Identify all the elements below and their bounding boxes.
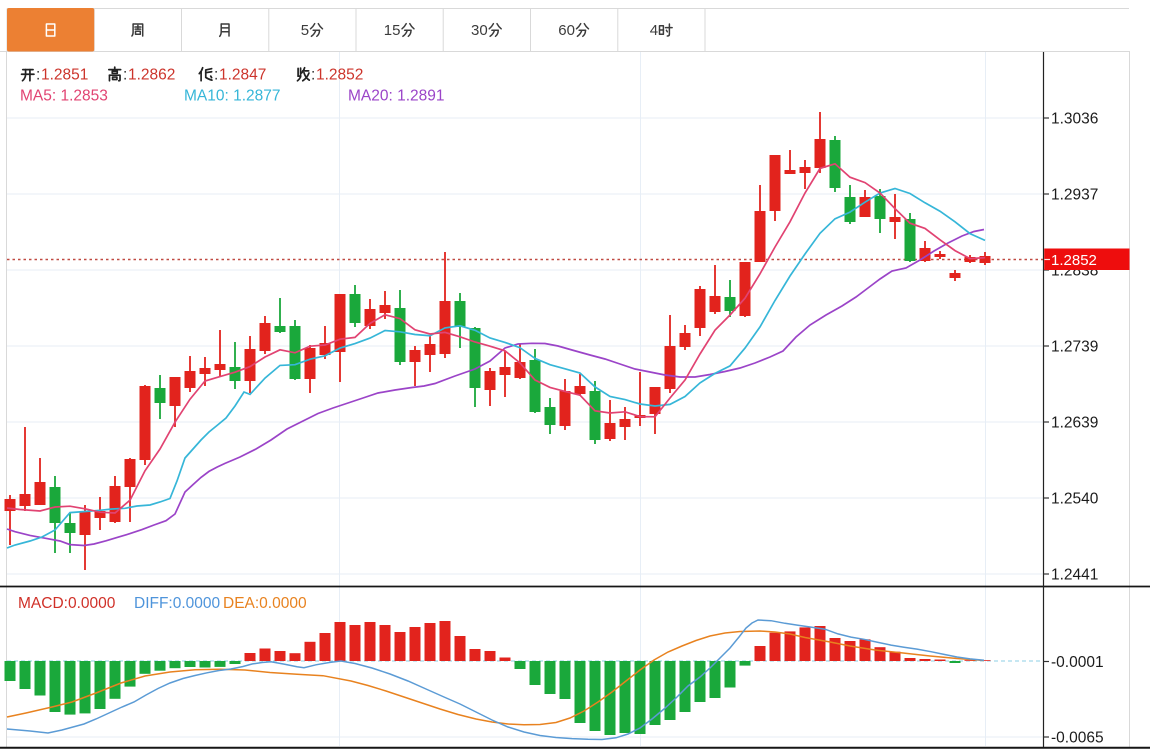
svg-text::: : bbox=[36, 67, 40, 84]
svg-text:DIFF:0.0000: DIFF:0.0000 bbox=[134, 595, 221, 612]
svg-text:3: 3 bbox=[471, 22, 479, 39]
svg-text:0: 0 bbox=[479, 22, 487, 39]
svg-text::: : bbox=[123, 67, 127, 84]
svg-text:1.2852: 1.2852 bbox=[1051, 252, 1097, 269]
svg-text::: : bbox=[311, 67, 315, 84]
svg-text:4: 4 bbox=[650, 22, 658, 39]
svg-text:1.3036: 1.3036 bbox=[1051, 110, 1098, 127]
svg-text:1.2862: 1.2862 bbox=[128, 67, 175, 84]
svg-text:1.2937: 1.2937 bbox=[1051, 186, 1098, 203]
svg-text:1.2739: 1.2739 bbox=[1051, 338, 1098, 355]
svg-text:5: 5 bbox=[392, 22, 400, 39]
svg-text:-0.0065: -0.0065 bbox=[1051, 729, 1104, 746]
svg-text:1.2441: 1.2441 bbox=[1051, 566, 1098, 583]
svg-text:6: 6 bbox=[558, 22, 566, 39]
svg-text:1.2639: 1.2639 bbox=[1051, 414, 1098, 431]
svg-text:MA10: 1.2877: MA10: 1.2877 bbox=[184, 88, 281, 105]
svg-text:1.2852: 1.2852 bbox=[316, 67, 363, 84]
svg-text:1: 1 bbox=[384, 22, 392, 39]
svg-text:MA20: 1.2891: MA20: 1.2891 bbox=[348, 88, 445, 105]
svg-text:MACD:0.0000: MACD:0.0000 bbox=[18, 595, 116, 612]
svg-text:1.2847: 1.2847 bbox=[219, 67, 266, 84]
svg-text:DEA:0.0000: DEA:0.0000 bbox=[223, 595, 307, 612]
svg-text::: : bbox=[214, 67, 218, 84]
svg-text:5: 5 bbox=[301, 22, 309, 39]
svg-text:MA5: 1.2853: MA5: 1.2853 bbox=[20, 88, 108, 105]
svg-text:0: 0 bbox=[567, 22, 575, 39]
svg-text:1.2851: 1.2851 bbox=[41, 67, 88, 84]
svg-text:-0.0001: -0.0001 bbox=[1051, 654, 1104, 671]
svg-text:1.2540: 1.2540 bbox=[1051, 490, 1099, 507]
